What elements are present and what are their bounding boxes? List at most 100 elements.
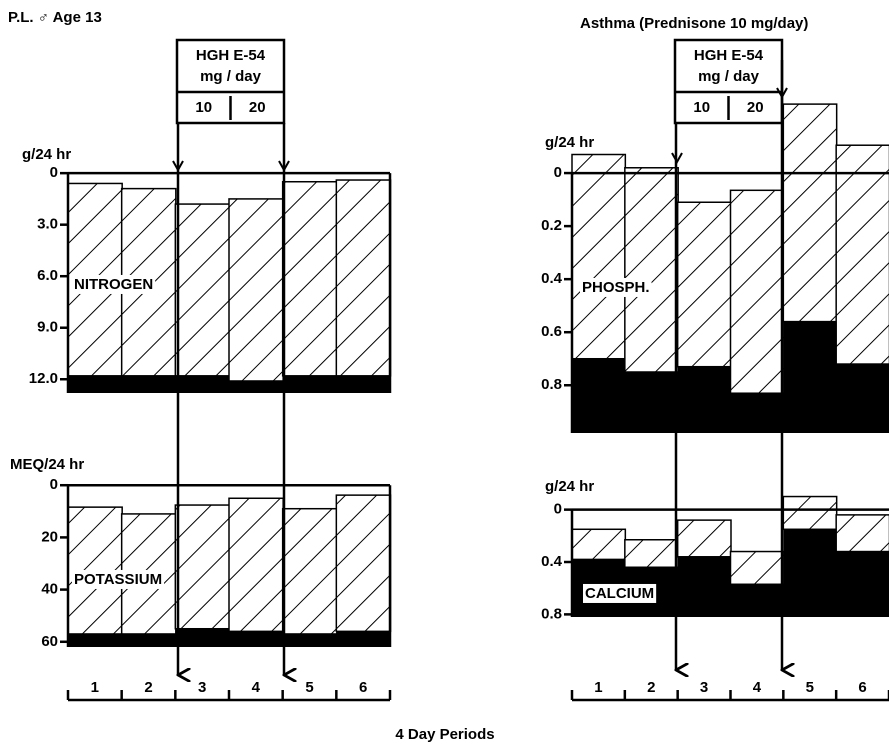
solid-bar (229, 380, 284, 393)
y-tick-label: 0.2 (541, 217, 562, 234)
x-tick-label: 1 (594, 679, 602, 696)
hatched-bar (782, 495, 838, 531)
x-tick-label: 6 (359, 679, 367, 696)
panel-label-bg (72, 569, 165, 589)
y-tick-label: 60 (41, 633, 58, 650)
header-left: P.L. ♂ Age 13 (8, 9, 102, 26)
hatched-bar (729, 550, 785, 586)
solid-bar (730, 393, 784, 433)
solid-bar (730, 584, 784, 617)
y-tick-label: 3.0 (37, 216, 58, 233)
hatched-bar (174, 504, 231, 630)
y-axis-unit: g/24 hr (22, 146, 71, 163)
arrowhead (172, 160, 184, 173)
x-tick-label: 2 (144, 679, 152, 696)
hatched-bar (782, 103, 838, 323)
hatched-bar (729, 189, 785, 394)
dose-label: 20 (747, 99, 764, 116)
panel-label: PHOSPH. (582, 279, 650, 296)
y-tick-label: 40 (41, 581, 58, 598)
y-tick-label: 0.8 (541, 376, 562, 393)
hatched-bar (571, 153, 627, 360)
hatched-bar (281, 180, 338, 377)
treatment-unit: mg / day (698, 68, 760, 85)
hatched-bar (335, 494, 392, 633)
dose-label: 10 (195, 99, 212, 116)
y-axis-unit: g/24 hr (545, 134, 594, 151)
y-tick-label: 0.4 (541, 553, 563, 570)
hatched-bar (174, 203, 231, 377)
treatment-label: HGH E-54 (694, 47, 764, 64)
hatched-bar (571, 528, 627, 561)
hatched-bar (281, 507, 338, 635)
x-tick-label: 4 (252, 679, 261, 696)
y-tick-label: 0 (554, 164, 562, 181)
y-tick-label: 0.8 (541, 605, 562, 622)
y-tick-label: 12.0 (29, 370, 58, 387)
arrowhead (278, 160, 290, 173)
panel-label-bg (583, 583, 657, 603)
panel-label-bg (72, 274, 156, 294)
solid-bar (229, 631, 284, 647)
panel-label-bg (580, 277, 652, 297)
solid-bar (836, 364, 889, 433)
hatched-bar (624, 167, 679, 373)
treatment-label: HGH E-54 (196, 47, 266, 64)
solid-bar (836, 551, 889, 617)
y-tick-label: 0 (50, 476, 58, 493)
solid-bar (121, 375, 176, 393)
x-axis-label: 4 Day Periods (395, 726, 494, 743)
x-tick-label: 6 (858, 679, 866, 696)
x-tick-label: 3 (700, 679, 708, 696)
solid-bar (68, 633, 123, 647)
x-tick-label: 1 (91, 679, 99, 696)
x-tick-label: 5 (806, 679, 814, 696)
solid-bar (783, 321, 837, 433)
dose-label: 10 (693, 99, 710, 116)
x-tick-label: 3 (198, 679, 206, 696)
arrowhead (776, 87, 788, 100)
dose-label: 20 (249, 99, 266, 116)
y-axis-unit: MEQ/24 hr (10, 456, 84, 473)
y-tick-label: 9.0 (37, 319, 58, 336)
y-tick-label: 0.4 (541, 270, 563, 287)
y-axis-unit: g/24 hr (545, 478, 594, 495)
solid-bar (175, 375, 230, 393)
y-tick-label: 0 (50, 164, 58, 181)
panel-label: POTASSIUM (74, 571, 162, 588)
y-tick-label: 6.0 (37, 267, 58, 284)
solid-bar (282, 375, 337, 393)
x-tick-label: 5 (305, 679, 313, 696)
arrowhead (671, 152, 683, 165)
solid-bar (572, 358, 626, 433)
hatched-bar (228, 198, 284, 382)
hatched-bar (835, 514, 889, 553)
panel-label: CALCIUM (585, 585, 654, 602)
hatched-bar (835, 144, 889, 365)
solid-bar (783, 529, 837, 617)
solid-bar (677, 556, 731, 617)
solid-bar (282, 633, 337, 647)
hatched-bar (676, 201, 732, 368)
solid-bar (336, 375, 391, 393)
solid-bar (677, 366, 731, 433)
treatment-box (175, 38, 286, 125)
y-tick-label: 0.6 (541, 323, 562, 340)
solid-bar (68, 375, 123, 393)
hatched-bar (676, 519, 732, 558)
hatched-bar (624, 539, 679, 568)
solid-bar (624, 371, 679, 433)
solid-bar (336, 631, 391, 647)
x-tick-label: 2 (647, 679, 655, 696)
treatment-unit: mg / day (200, 68, 262, 85)
x-tick-label: 4 (753, 679, 762, 696)
solid-bar (175, 628, 230, 647)
header-right: Asthma (Prednisone 10 mg/day) (580, 15, 808, 32)
panel-label: NITROGEN (74, 276, 153, 293)
solid-bar (121, 633, 176, 647)
hatched-bar (335, 179, 392, 377)
y-tick-label: 20 (41, 528, 58, 545)
hatched-bar (228, 497, 284, 633)
y-tick-label: 0 (554, 501, 562, 518)
